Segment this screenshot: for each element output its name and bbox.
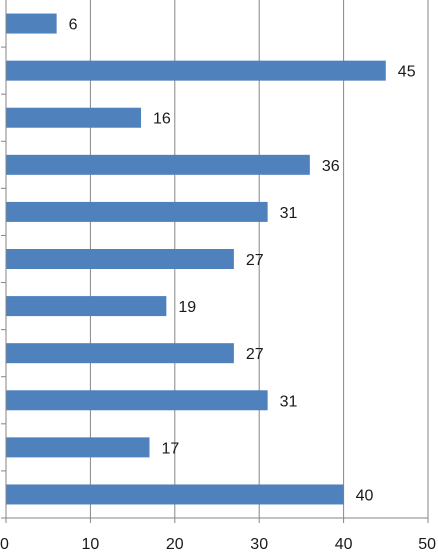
bar-0	[6, 13, 57, 34]
data-label-5: 27	[246, 252, 264, 269]
axis-layer	[1, 0, 429, 523]
data-label-9: 17	[161, 440, 179, 457]
data-label-1: 45	[398, 64, 416, 81]
x-tick-label-20: 20	[166, 536, 184, 553]
data-label-4: 31	[280, 205, 298, 222]
data-label-10: 40	[356, 487, 374, 504]
data-label-8: 31	[280, 393, 298, 410]
x-tick-label-40: 40	[335, 536, 353, 553]
x-tick-label-30: 30	[250, 536, 268, 553]
bar-5	[6, 249, 234, 269]
data-label-6: 19	[178, 299, 196, 316]
bar-9	[6, 437, 150, 458]
x-tick-label-50: 50	[418, 536, 436, 553]
data-label-7: 27	[246, 346, 264, 363]
bar-3	[6, 154, 310, 175]
label-layer: 6 45 16 36 31 27 19 27 31 17 40 0 10 20 30 40 50	[0, 17, 436, 553]
bar-10	[6, 484, 344, 505]
data-label-0: 6	[69, 17, 78, 34]
bar-1	[6, 60, 386, 81]
data-label-3: 36	[322, 158, 340, 175]
bar-4	[6, 201, 268, 222]
bar-layer	[6, 13, 386, 505]
bar-8	[6, 390, 268, 411]
x-tick-label-10: 10	[82, 536, 100, 553]
bar-2	[6, 107, 142, 128]
x-tick-label-0: 0	[0, 536, 9, 553]
bar-7	[6, 343, 234, 364]
bar-6	[6, 296, 167, 317]
grid-layer	[89, 0, 429, 518]
data-label-2: 16	[153, 111, 171, 128]
